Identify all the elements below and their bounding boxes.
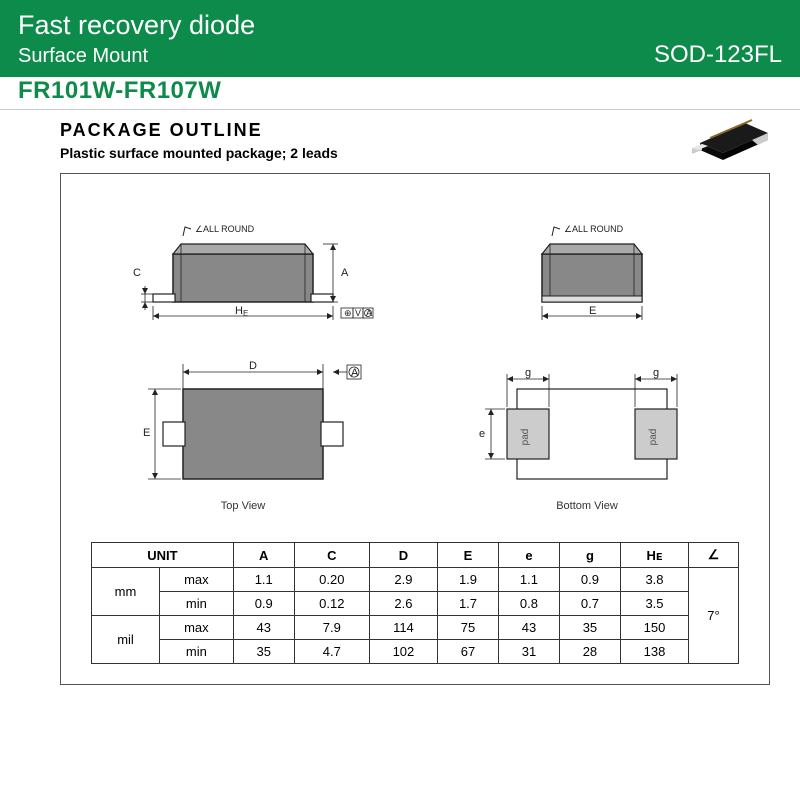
table-minmax-cell: min [160, 640, 234, 664]
table-header: Hᴇ [620, 543, 688, 568]
part-number-bar: FR101W-FR107W [0, 77, 800, 110]
svg-text:E: E [589, 305, 596, 317]
svg-text:ALL ROUND: ALL ROUND [572, 224, 624, 234]
table-value-cell: 28 [559, 640, 620, 664]
table-value-cell: 0.9 [233, 592, 294, 616]
svg-text:E: E [143, 427, 150, 439]
table-header: e [498, 543, 559, 568]
table-value-cell: 2.9 [369, 568, 437, 592]
svg-text:g: g [525, 367, 531, 379]
svg-text:g: g [653, 367, 659, 379]
table-value-cell: 1.1 [498, 568, 559, 592]
table-header: C [294, 543, 369, 568]
table-value-cell: 150 [620, 616, 688, 640]
bottom-view-drawing: pad pad g g [435, 344, 739, 512]
table-header: A [233, 543, 294, 568]
front-view-drawing: ∠ ALL ROUND A C [91, 194, 395, 324]
part-number: FR101W-FR107W [18, 77, 782, 105]
table-value-cell: 35 [559, 616, 620, 640]
table-value-cell: 75 [437, 616, 498, 640]
table-value-cell: 102 [369, 640, 437, 664]
table-value-cell: 0.7 [559, 592, 620, 616]
table-value-cell: 3.5 [620, 592, 688, 616]
svg-text:⊕: ⊕ [344, 308, 352, 318]
table-value-cell: 35 [233, 640, 294, 664]
table-minmax-cell: min [160, 592, 234, 616]
table-value-cell: 67 [437, 640, 498, 664]
section-title: PACKAGE OUTLINE [60, 120, 770, 141]
outline-box: ∠ ALL ROUND A C [60, 173, 770, 685]
dimension-table: UNITACDEegHᴇ∠mmmax1.10.202.91.91.10.93.8… [91, 542, 739, 664]
table-value-cell: 7.9 [294, 616, 369, 640]
package-type: SOD-123FL [654, 41, 782, 69]
table-value-cell: 1.9 [437, 568, 498, 592]
svg-text:pad: pad [520, 429, 531, 446]
header-banner: Fast recovery diode Surface Mount SOD-12… [0, 0, 800, 77]
bottom-view-label: Bottom View [556, 500, 618, 512]
table-value-cell: 0.9 [559, 568, 620, 592]
table-value-cell: 0.8 [498, 592, 559, 616]
table-value-cell: 1.7 [437, 592, 498, 616]
table-minmax-cell: max [160, 568, 234, 592]
table-value-cell: 3.8 [620, 568, 688, 592]
chip-3d-icon [690, 115, 770, 165]
svg-text:pad: pad [648, 429, 659, 446]
side-view-drawing: ∠ ALL ROUND E [435, 194, 739, 324]
svg-text:e: e [479, 428, 485, 440]
table-row: mmmax1.10.202.91.91.10.93.87° [92, 568, 739, 592]
svg-text:ALL ROUND: ALL ROUND [203, 224, 255, 234]
table-row: min354.7102673128138 [92, 640, 739, 664]
table-header: ∠ [689, 543, 739, 568]
page-title: Fast recovery diode [18, 10, 782, 41]
table-value-cell: 31 [498, 640, 559, 664]
table-header: E [437, 543, 498, 568]
table-value-cell: 138 [620, 640, 688, 664]
svg-text:A: A [341, 267, 349, 279]
svg-text:∠: ∠ [564, 224, 572, 234]
svg-text:HE: HE [235, 305, 248, 318]
table-row: min0.90.122.61.70.80.73.5 [92, 592, 739, 616]
table-row: milmax437.9114754335150 [92, 616, 739, 640]
table-value-cell: 43 [498, 616, 559, 640]
table-value-cell: 1.1 [233, 568, 294, 592]
svg-text:A: A [366, 308, 372, 318]
section-subtitle: Plastic surface mounted package; 2 leads [60, 145, 770, 161]
svg-text:D: D [249, 360, 257, 372]
svg-text:∠: ∠ [195, 224, 203, 234]
table-header-unit: UNIT [92, 543, 234, 568]
subtitle: Surface Mount [18, 45, 148, 68]
top-view-label: Top View [221, 500, 265, 512]
svg-text:A: A [351, 367, 359, 379]
top-view-drawing: D A E Top View [91, 344, 395, 512]
table-value-cell: 114 [369, 616, 437, 640]
table-value-cell: 2.6 [369, 592, 437, 616]
table-header: D [369, 543, 437, 568]
table-value-cell: 43 [233, 616, 294, 640]
table-value-cell: 0.20 [294, 568, 369, 592]
table-unit-cell: mm [92, 568, 160, 616]
table-value-cell: 4.7 [294, 640, 369, 664]
svg-text:C: C [133, 267, 141, 279]
table-angle-cell: 7° [689, 568, 739, 664]
table-unit-cell: mil [92, 616, 160, 664]
table-minmax-cell: max [160, 616, 234, 640]
table-header: g [559, 543, 620, 568]
svg-text:V: V [355, 308, 361, 318]
table-value-cell: 0.12 [294, 592, 369, 616]
